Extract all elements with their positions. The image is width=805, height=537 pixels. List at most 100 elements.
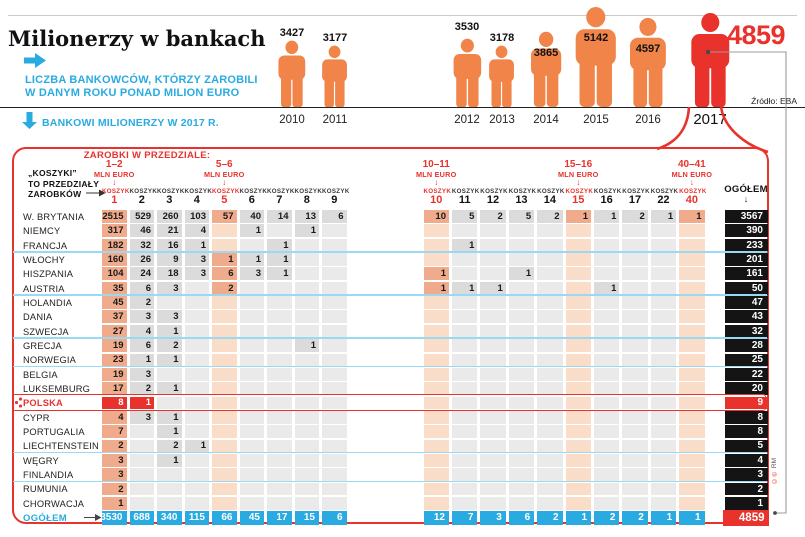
person-icon [526,31,566,107]
table-cell: 37 [102,310,127,324]
table-cell [267,425,292,439]
table-cell [508,339,535,352]
table-cell [322,453,347,467]
table-cell [267,468,292,482]
row-total-cell: 3567 [725,210,768,223]
table-cell [129,453,154,467]
table-cell [239,453,264,467]
table-cell [239,367,264,381]
table-cell: 3 [157,310,182,324]
table-cell: 1 [157,410,182,424]
table-cell [593,410,620,424]
table-cell [537,482,563,496]
table-cell [423,224,449,238]
row-label: PORTUGALIA [23,427,85,438]
row-total-cell: 32 [725,324,768,338]
column-header-word: KOSZYK [294,188,323,195]
table-cell [593,482,620,496]
table-cell [267,281,292,295]
table-cell [679,497,705,510]
table-cell: 1 [508,267,535,281]
table-cell [679,267,705,281]
table-cell: 1 [565,210,591,223]
table-cell [129,425,154,439]
table-cell [157,367,182,381]
table-cell [650,253,677,266]
table-cell [423,296,449,309]
totals-cell: 7 [451,510,478,525]
table-cell [565,482,591,496]
row-total-cell: 43 [725,310,768,324]
table-cell [565,453,591,467]
table-cell: 14 [267,210,292,223]
table-cell [508,253,535,266]
table-cell [593,324,620,338]
column-header-number: 17 [628,194,642,206]
table-cell: 26 [129,253,154,266]
table-cell [593,253,620,266]
table-cell [508,482,535,496]
subtitle-line2: W DANYM ROKU PONAD MILION EURO [25,87,240,99]
table-cell [537,224,563,238]
range-unit-label: MLN EURO [557,169,599,179]
value-label: 3178 [489,32,515,44]
range-label: 40–41 [677,159,706,170]
table-cell [480,324,506,338]
row-total-cell: 22 [725,367,768,381]
totals-cell: 6 [322,510,347,525]
table-cell [593,396,620,410]
column-header-number: 40 [685,194,698,206]
table-cell: 1 [267,267,292,281]
table-cell [267,482,292,496]
table-cell [267,324,292,338]
table-cell [480,367,506,381]
table-cell [650,339,677,352]
table-cell [423,367,449,381]
table-cell [322,339,347,352]
table-cell [508,453,535,467]
table-cell [480,310,506,324]
table-cell: 1 [423,281,449,295]
row-label: LIECHTENSTEIN [23,441,99,452]
table-cell [537,310,563,324]
table-cell [593,497,620,510]
row-total-cell: 25 [725,353,768,367]
table-cell [451,253,478,266]
column-header-number: 2 [138,194,145,206]
polska-marker-icon [15,401,18,404]
table-cell [593,296,620,309]
table-cell [622,224,648,238]
table-cell [537,353,563,367]
totals-cell: 115 [184,510,209,525]
table-cell [480,468,506,482]
credit-initials: RM [771,458,778,469]
year-label: 2014 [533,114,559,126]
table-cell [650,382,677,395]
table-cell [565,267,591,281]
row-total-cell: 4 [725,453,768,467]
table-cell [239,353,264,367]
table-cell [239,482,264,496]
table-cell: 2515 [102,210,127,223]
table-cell: 4 [129,324,154,338]
table-cell: 1 [451,238,478,252]
table-cell: 9 [157,253,182,266]
table-cell [622,296,648,309]
table-cell [537,468,563,482]
table-cell [679,410,705,424]
column-header-word: KOSZYK [239,188,268,195]
table-cell: 3 [157,281,182,295]
table-cell: 45 [102,296,127,309]
row-label: NORWEGIA [23,355,77,366]
column-header-word: KOSZYK [102,188,130,195]
table-cell: 1 [593,281,620,295]
column-header-word: KOSZYK [157,188,185,195]
table-cell [565,353,591,367]
table-cell [212,367,237,381]
range-unit-label: MLN EURO [93,169,135,179]
grand-total-cell: 4859 [722,509,769,526]
table-cell [212,410,237,424]
table-cell [451,482,478,496]
table-cell [537,439,563,453]
row-total-cell: 201 [725,253,768,266]
